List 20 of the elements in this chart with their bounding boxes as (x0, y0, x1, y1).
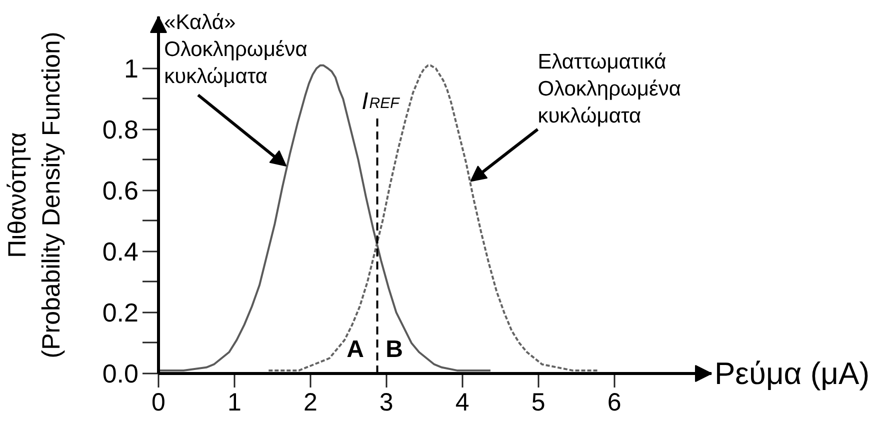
x-axis-title: Ρεύμα (μA) (714, 356, 870, 391)
x-tick-label: 4 (455, 388, 470, 416)
y-tick-label: 0.0 (102, 358, 139, 388)
ref-line-label: IREF (362, 88, 400, 116)
x-tick-label: 5 (531, 388, 546, 416)
x-tick-label: 6 (607, 388, 622, 416)
y-tick-label: 0.4 (102, 236, 139, 266)
y-tick-label: 0.8 (102, 114, 139, 144)
annotation: «Καλά» Ολοκληρωμένα κυκλώματα (164, 11, 308, 88)
annotation: A (346, 336, 364, 363)
x-tick-label: 1 (228, 388, 242, 416)
annotation: B (386, 336, 403, 363)
annotation: Ελαττωματικά Ολοκληρωμένα κυκλώματα (538, 50, 682, 128)
y-tick-label: 1 (124, 53, 139, 84)
x-tick-label: 3 (379, 388, 394, 416)
y-tick-label: 0.6 (102, 175, 139, 206)
y-axis-title: Πιθανότητα (Probability Density Function) (4, 32, 66, 358)
x-tick-label: 0 (152, 388, 166, 416)
y-tick-label: 0.2 (102, 297, 139, 328)
x-tick-label: 2 (303, 388, 318, 416)
